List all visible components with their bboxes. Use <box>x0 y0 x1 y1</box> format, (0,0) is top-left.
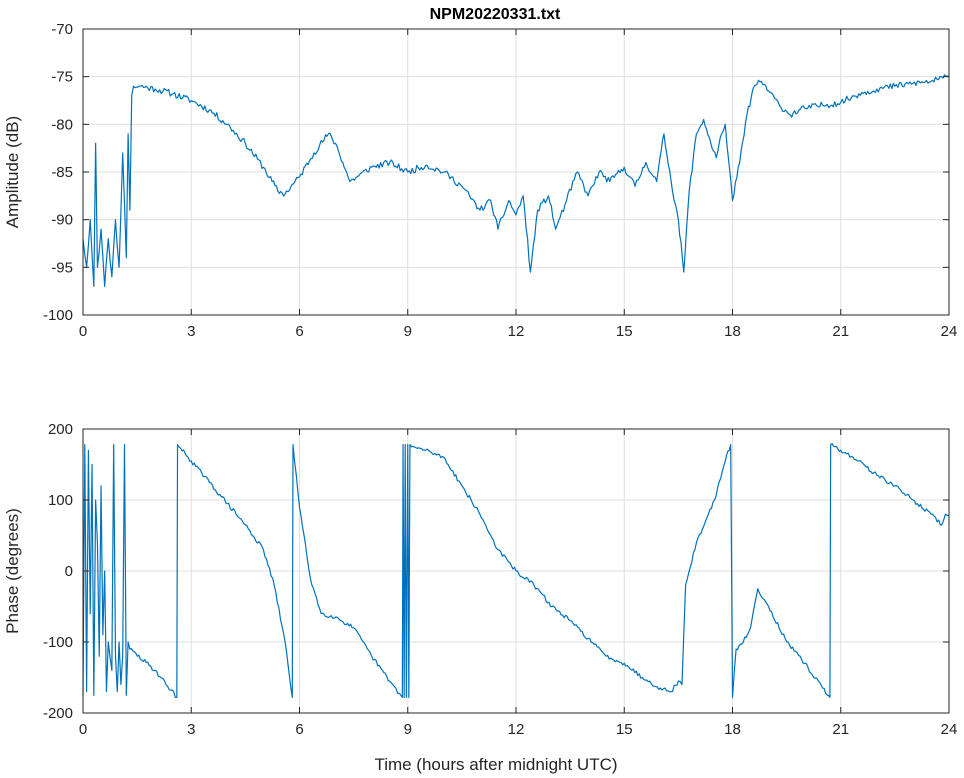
figure-title: NPM20220331.txt <box>430 6 561 23</box>
amplitude-y-tick-label: -75 <box>51 69 73 86</box>
phase-series-line <box>82 443 950 699</box>
amplitude-y-axis-label: Amplitude (dB) <box>3 116 22 228</box>
phase-y-tick-label: -100 <box>43 634 73 651</box>
amplitude-ticks: 0 3 6 9 12 15 18 21 24 -70 -75 -80 -85 -90 -95 -100 <box>43 21 957 340</box>
amplitude-y-tick-label: -95 <box>51 259 73 276</box>
amplitude-y-tick-label: -70 <box>51 21 73 38</box>
amplitude-y-tick-label: -90 <box>51 212 73 229</box>
phase-y-tick-label: -200 <box>43 705 73 722</box>
amplitude-series-line <box>82 74 950 287</box>
phase-series <box>82 443 950 699</box>
amplitude-x-tick-label: 21 <box>832 323 849 340</box>
amplitude-x-tick-label: 15 <box>616 323 633 340</box>
amplitude-x-tick-label: 12 <box>508 323 525 340</box>
amplitude-y-tick-label: -100 <box>43 307 73 324</box>
phase-y-tick-label: 200 <box>48 421 73 438</box>
phase-x-tick-label: 0 <box>79 721 87 738</box>
phase-ticks: 0 3 6 9 12 15 18 21 24 200 100 0 -100 -200 <box>43 421 957 738</box>
amplitude-y-tick-label: -85 <box>51 164 73 181</box>
phase-y-tick-label: 100 <box>48 492 73 509</box>
amplitude-x-tick-label: 0 <box>79 323 87 340</box>
phase-y-tick-label: 0 <box>65 563 73 580</box>
phase-x-tick-label: 18 <box>724 721 741 738</box>
amplitude-plot: 0 3 6 9 12 15 18 21 24 -70 -75 -80 -85 -90 -95 -100 Amp… <box>3 21 957 340</box>
amplitude-x-tick-label: 6 <box>295 323 303 340</box>
amplitude-x-tick-label: 3 <box>187 323 195 340</box>
amplitude-grid <box>83 29 949 315</box>
phase-x-tick-label: 3 <box>187 721 195 738</box>
amplitude-series <box>82 74 950 287</box>
amplitude-x-tick-label: 24 <box>941 323 958 340</box>
phase-x-tick-label: 9 <box>404 721 412 738</box>
amplitude-x-tick-label: 18 <box>724 323 741 340</box>
amplitude-y-tick-label: -80 <box>51 116 73 133</box>
amplitude-x-tick-label: 9 <box>404 323 412 340</box>
phase-plot: 0 3 6 9 12 15 18 21 24 200 100 0 -100 -200 Phase (deg… <box>3 421 957 738</box>
phase-y-axis-label: Phase (degrees) <box>3 508 22 634</box>
x-axis-label: Time (hours after midnight UTC) <box>374 755 617 774</box>
phase-x-tick-label: 12 <box>508 721 525 738</box>
phase-x-tick-label: 24 <box>941 721 958 738</box>
phase-x-tick-label: 21 <box>832 721 849 738</box>
phase-grid <box>83 429 949 713</box>
phase-x-tick-label: 6 <box>295 721 303 738</box>
phase-x-tick-label: 15 <box>616 721 633 738</box>
